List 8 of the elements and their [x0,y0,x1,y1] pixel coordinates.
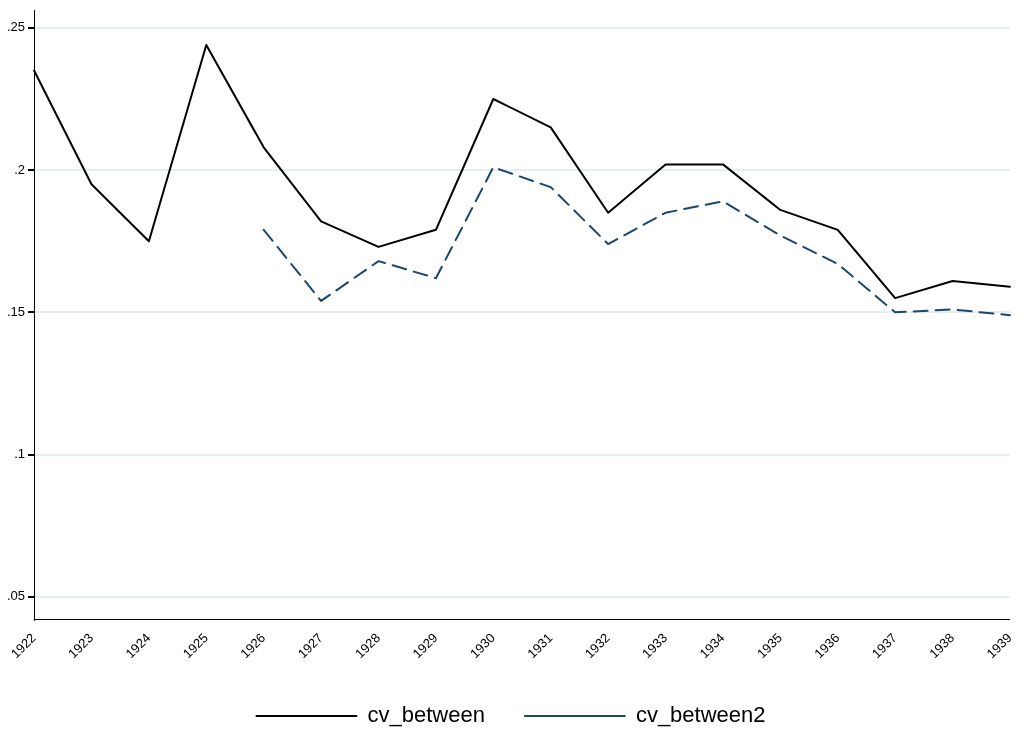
y-tick-label: .05 [6,588,26,604]
y-tick-label: .2 [14,161,26,177]
line-series [262,166,1011,317]
legend-label: cv_between [367,702,485,728]
y-tick-label: .15 [6,303,26,319]
legend-label: cv_between2 [635,702,766,728]
y-tick-label: .1 [14,446,26,462]
y-tick-label: .25 [6,19,26,35]
